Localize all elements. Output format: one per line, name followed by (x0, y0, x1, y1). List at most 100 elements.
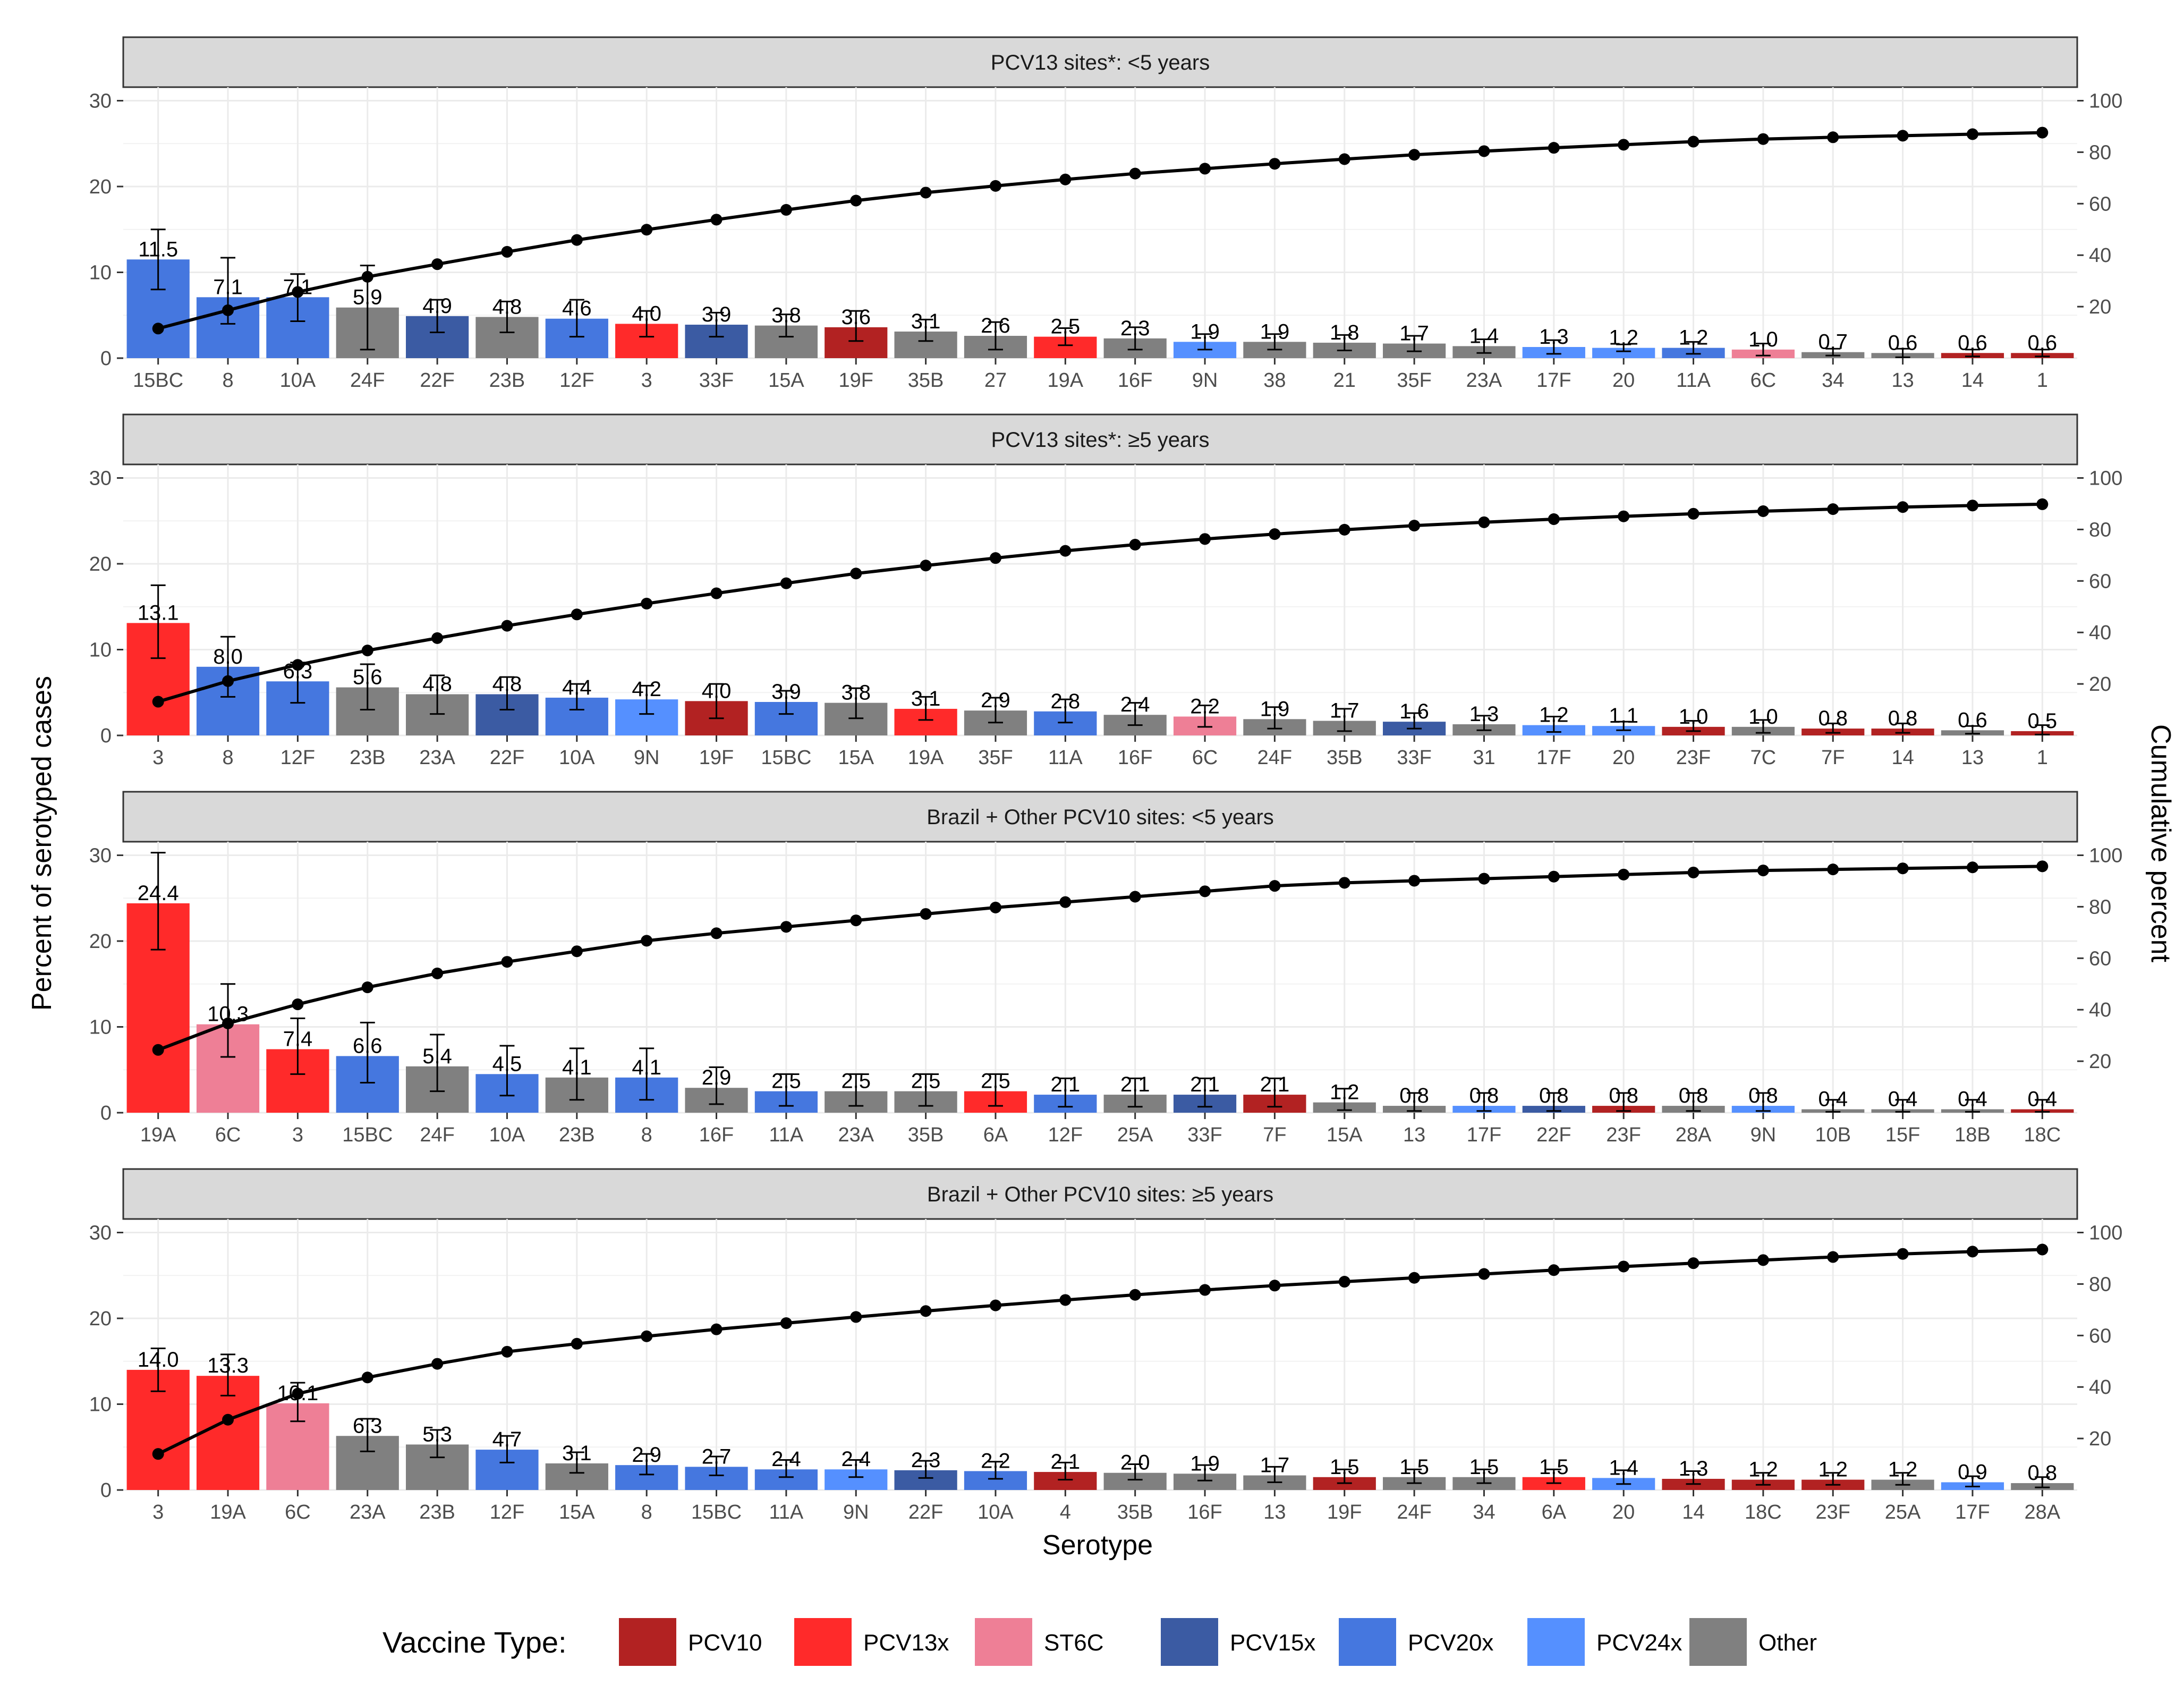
bar-value-label: 2.1 (1051, 1450, 1081, 1474)
error-bar (1058, 1077, 1073, 1108)
bar-value-label: 4.0 (702, 679, 732, 702)
error-bar (430, 1034, 445, 1093)
cumulative-point (1408, 149, 1421, 161)
error-bar (988, 1073, 1003, 1107)
x-tick-label: 34 (1822, 369, 1844, 392)
x-tick-label: 8 (641, 1501, 652, 1523)
cumulative-point (641, 1330, 653, 1342)
chart-panel: PCV13 sites*: ≥5 years 0 10 20 30 20 40 60 80 100… (89, 413, 2122, 769)
cumulative-point (501, 956, 513, 968)
x-tick-label: 19F (1327, 1501, 1362, 1523)
x-tick-label: 1 (2037, 369, 2048, 392)
x-tick-label: 35B (908, 369, 944, 392)
bar-value-label: 0.8 (1888, 707, 1918, 730)
error-bar (1407, 335, 1422, 352)
error-bar (1755, 719, 1771, 734)
error-bar (499, 300, 515, 334)
error-bar (639, 684, 655, 715)
x-tick-label: 20 (1612, 747, 1635, 769)
x-tick-label: 13 (1263, 1501, 1286, 1523)
error-bar (1058, 327, 1073, 346)
cumulative-point (152, 696, 164, 708)
bar-value-label: 3.6 (841, 306, 871, 329)
legend-key-st6c (975, 1618, 1032, 1666)
bar-value-label: 3.1 (911, 687, 941, 710)
x-tick-label: 9N (843, 1501, 869, 1523)
cumulative-point (1059, 545, 1072, 557)
cumulative-point (1966, 499, 1978, 512)
error-bar (709, 311, 724, 338)
cumulative-point (361, 270, 373, 283)
x-tick-label: 11A (1676, 369, 1711, 392)
y2-tick-label: 20 (2089, 1051, 2111, 1073)
bar-value-label: 3.9 (771, 680, 801, 704)
panel-strip (122, 413, 2078, 465)
legend-key-pcv20x (1339, 1618, 1396, 1666)
bar-value-label: 4.8 (422, 672, 452, 696)
bar-value-label: 2.3 (1120, 317, 1150, 340)
error-bar (1337, 708, 1352, 732)
cumulative-point (1687, 136, 1699, 148)
chart-panels: PCV13 sites*: <5 years010203020406080100… (89, 36, 2122, 1523)
bar-value-label: 5.6 (353, 666, 383, 689)
error-bar (150, 584, 166, 659)
error-bar (848, 1459, 864, 1478)
cumulative-point (780, 1317, 792, 1330)
cumulative-point (1269, 528, 1281, 540)
y-tick-label: 10 (89, 262, 112, 284)
x-tick-label: 7C (1750, 747, 1777, 769)
bar-value-label: 2.5 (1051, 315, 1081, 338)
y2-tick-label: 80 (2089, 141, 2111, 164)
y-tick-label: 0 (100, 348, 112, 370)
error-bar (1616, 1469, 1631, 1485)
cumulative-point (431, 1358, 444, 1370)
cumulative-point (1757, 1254, 1769, 1266)
y2-tick-label: 40 (2089, 999, 2111, 1021)
y2-tick-label: 60 (2089, 193, 2111, 215)
bar-value-label: 0.4 (1958, 1088, 1987, 1111)
chart-panel: Brazil + Other PCV10 sites: <5 years 0 10 2… (89, 791, 2122, 1146)
x-tick-label: 24F (1397, 1501, 1431, 1523)
x-tick-label: 15F (1885, 1124, 1920, 1146)
error-bar (2035, 724, 2050, 735)
x-tick-label: 16F (699, 1124, 734, 1146)
cumulative-point (1129, 538, 1141, 551)
cumulative-point (850, 915, 862, 927)
x-tick-label: 33F (1397, 747, 1431, 769)
panel-strip (122, 1168, 2078, 1220)
error-bar (709, 1455, 724, 1477)
cumulative-point (1757, 505, 1769, 518)
bar-value-label: 6.3 (353, 1414, 383, 1437)
bar-value-label: 1.7 (1399, 322, 1429, 345)
error-bar (1895, 1099, 1910, 1113)
x-tick-label: 21 (1333, 369, 1356, 392)
x-tick-label: 35F (978, 747, 1013, 769)
cumulative-point (1478, 145, 1490, 157)
bar-value-label: 2.0 (1120, 1451, 1150, 1475)
y2-tick-label: 40 (2089, 1376, 2111, 1399)
bar (1592, 348, 1655, 358)
x-tick-label: 15BC (342, 1124, 393, 1146)
bar-value-label: 0.9 (1958, 1460, 1987, 1484)
error-bar (1965, 349, 1980, 358)
error-bar (2035, 1476, 2050, 1488)
error-bar (569, 1047, 584, 1101)
x-tick-label: 35B (1327, 747, 1363, 769)
bar-value-label: 0.4 (1888, 1088, 1918, 1111)
error-bar (1825, 1472, 1841, 1486)
x-tick-label: 20 (1612, 1501, 1635, 1523)
y-tick-label: 0 (100, 725, 112, 747)
x-tick-label: 33F (699, 369, 734, 392)
chart-panel: PCV13 sites*: <5 years 0 10 20 30 20 40 60 80 100… (89, 36, 2122, 392)
y-tick-label: 30 (89, 1222, 112, 1244)
x-tick-label: 3 (292, 1124, 303, 1146)
x-tick-label: 15BC (133, 369, 183, 392)
error-bar (1337, 1468, 1352, 1484)
x-tick-label: 6C (1192, 747, 1218, 769)
bar-value-label: 2.4 (841, 1447, 871, 1471)
cumulative-point (292, 286, 304, 298)
bar-value-label: 1.3 (1469, 702, 1499, 726)
cumulative-point (361, 1371, 373, 1384)
x-tick-label: 23F (1816, 1501, 1850, 1523)
x-tick-label: 23A (1466, 369, 1502, 392)
